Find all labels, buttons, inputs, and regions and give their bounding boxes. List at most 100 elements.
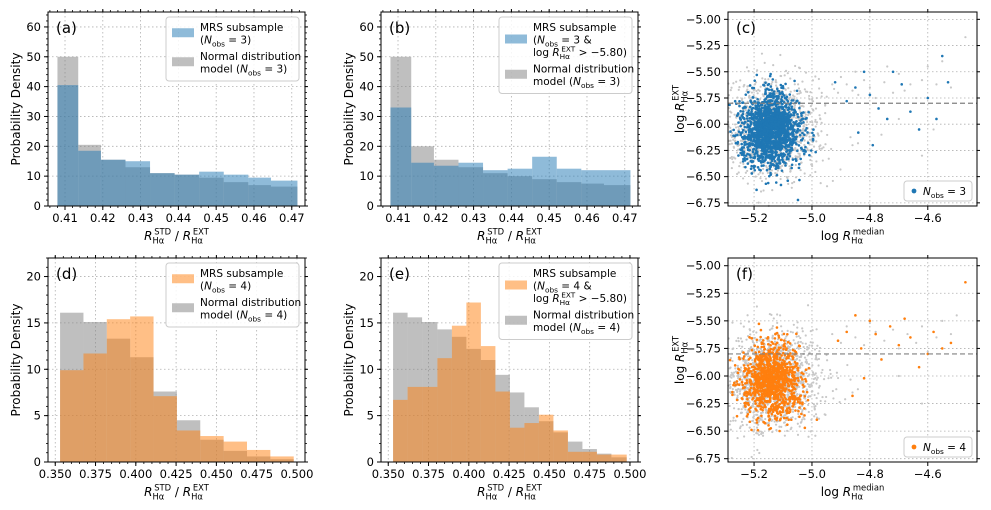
scatter-point bbox=[738, 104, 741, 108]
scatter-point bbox=[808, 98, 811, 101]
scatter-point bbox=[839, 75, 843, 79]
scatter-point bbox=[798, 359, 801, 362]
scatter-point bbox=[759, 85, 762, 88]
scatter-point bbox=[815, 396, 818, 400]
scatter-point bbox=[779, 141, 783, 145]
scatter-point bbox=[780, 86, 783, 89]
scatter-point bbox=[778, 425, 781, 428]
scatter-point bbox=[789, 402, 792, 405]
panel-label: (a) bbox=[56, 19, 77, 37]
scatter-point bbox=[799, 336, 802, 340]
scatter-point bbox=[763, 106, 767, 109]
scatter-point bbox=[771, 155, 775, 159]
scatter-point bbox=[779, 177, 782, 181]
scatter-point bbox=[739, 124, 742, 128]
scatter-point bbox=[784, 69, 788, 73]
scatter-point bbox=[766, 161, 770, 165]
scatter-point bbox=[771, 93, 775, 97]
scatter-point bbox=[784, 337, 787, 340]
scatter-point bbox=[766, 129, 770, 133]
legend-entry: (Nobs​ = 3 & bbox=[533, 35, 592, 49]
scatter-point bbox=[871, 143, 875, 147]
scatter-point bbox=[755, 426, 759, 429]
scatter-point bbox=[775, 81, 778, 84]
scatter-point bbox=[831, 83, 834, 86]
scatter-point bbox=[728, 143, 731, 146]
scatter-point bbox=[814, 358, 817, 361]
scatter-point bbox=[792, 323, 795, 326]
scatter-point bbox=[739, 337, 743, 340]
scatter-point bbox=[796, 321, 799, 324]
scatter-point bbox=[730, 166, 733, 170]
scatter-point bbox=[741, 160, 745, 163]
scatter-point bbox=[815, 402, 819, 405]
scatter-point bbox=[754, 140, 757, 144]
scatter-point bbox=[788, 93, 792, 96]
scatter-point bbox=[868, 86, 871, 89]
scatter-point bbox=[789, 90, 792, 93]
x-tick-label: 0.46 bbox=[574, 211, 600, 225]
scatter-point bbox=[814, 150, 817, 154]
scatter-point bbox=[758, 135, 761, 138]
scatter-point bbox=[789, 77, 792, 80]
y-tick-label: 0 bbox=[367, 199, 374, 213]
scatter-point bbox=[780, 138, 783, 142]
scatter-point bbox=[775, 139, 779, 143]
scatter-point bbox=[820, 95, 823, 98]
scatter-point bbox=[745, 133, 748, 136]
scatter-point bbox=[774, 164, 778, 168]
scatter-point bbox=[784, 96, 788, 100]
scatter-point bbox=[909, 83, 912, 86]
y-axis-label: log RHαEXT​ bbox=[671, 84, 690, 133]
scatter-point bbox=[811, 131, 814, 135]
scatter-point bbox=[753, 164, 756, 168]
scatter-point bbox=[741, 112, 745, 116]
scatter-point bbox=[737, 387, 740, 391]
scatter-point bbox=[831, 389, 834, 393]
scatter-point bbox=[746, 162, 750, 165]
scatter-point bbox=[774, 103, 777, 107]
scatter-point bbox=[795, 89, 799, 93]
scatter-point bbox=[804, 145, 807, 149]
scatter-point bbox=[739, 148, 742, 151]
scatter-point bbox=[786, 153, 790, 156]
scatter-point bbox=[793, 123, 797, 126]
scatter-point bbox=[757, 101, 761, 105]
scatter-point bbox=[809, 174, 812, 177]
x-tick-label: 0.42 bbox=[90, 211, 116, 225]
scatter-point bbox=[813, 393, 816, 397]
scatter-point bbox=[786, 179, 790, 183]
scatter-point bbox=[935, 83, 938, 86]
scatter-point bbox=[813, 408, 816, 411]
scatter-point bbox=[779, 53, 782, 57]
scatter-point bbox=[737, 125, 740, 129]
y-tick-label: −6.00 bbox=[686, 117, 721, 131]
scatter-point bbox=[750, 116, 753, 119]
scatter-point bbox=[797, 412, 800, 416]
scatter-point bbox=[784, 88, 787, 91]
scatter-point bbox=[732, 128, 736, 132]
scatter-point bbox=[756, 166, 760, 169]
scatter-point bbox=[862, 70, 866, 74]
scatter-point bbox=[732, 156, 735, 159]
scatter-point bbox=[767, 150, 771, 154]
scatter-point bbox=[774, 423, 778, 426]
y-tick-label: 0 bbox=[34, 455, 41, 469]
scatter-point bbox=[734, 370, 738, 373]
scatter-point bbox=[774, 181, 778, 184]
scatter-point bbox=[810, 390, 813, 393]
scatter-point bbox=[758, 140, 761, 144]
scatter-point bbox=[778, 92, 782, 96]
scatter-point bbox=[854, 70, 857, 73]
scatter-point bbox=[779, 105, 782, 109]
scatter-point bbox=[815, 96, 818, 100]
y-tick-label: 0 bbox=[34, 199, 41, 213]
histogram-bar bbox=[130, 316, 154, 462]
scatter-point bbox=[742, 325, 745, 328]
scatter-point bbox=[747, 142, 750, 146]
x-tick-label: 0.375 bbox=[79, 467, 112, 481]
histogram-bar bbox=[125, 161, 151, 206]
scatter-point bbox=[747, 113, 751, 116]
scatter-point bbox=[769, 72, 772, 76]
scatter-point bbox=[767, 88, 771, 92]
